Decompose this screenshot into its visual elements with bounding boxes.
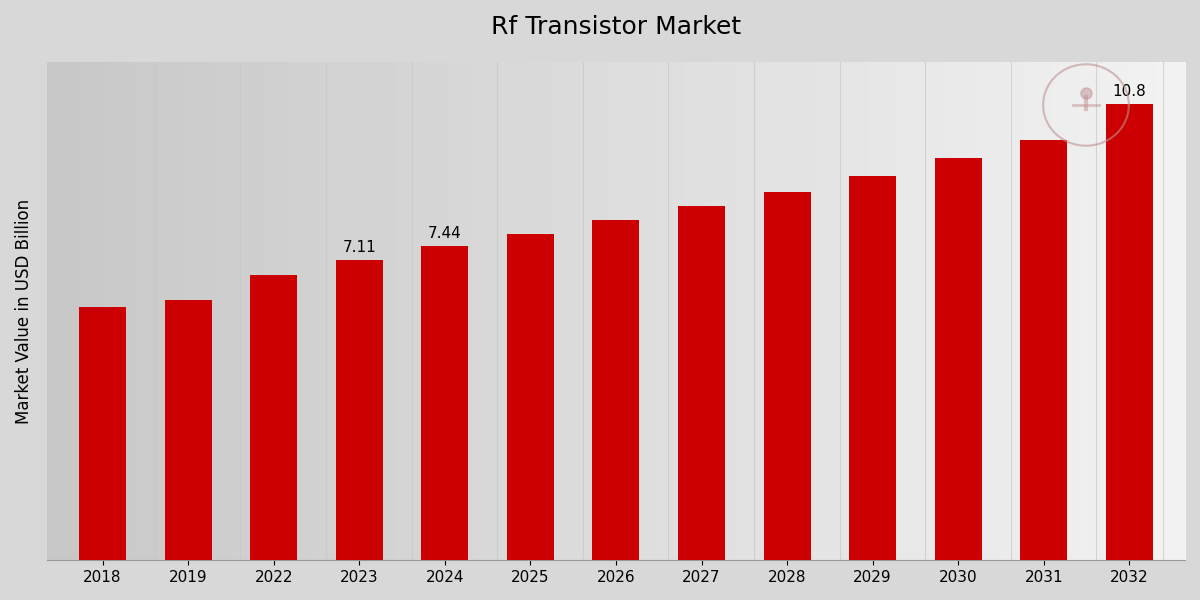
Bar [250,275,298,560]
Text: 10.8: 10.8 [1112,84,1146,99]
Bar [421,246,468,560]
Bar [850,176,896,560]
Bar [678,206,725,560]
Bar [336,260,383,560]
Bar [1020,140,1067,560]
Title: Rf Transistor Market: Rf Transistor Market [491,15,742,39]
Bar [763,192,811,560]
Bar [506,234,554,560]
Text: 7.44: 7.44 [428,226,462,241]
Bar [593,220,640,560]
Bar [1106,104,1153,560]
Text: 7.11: 7.11 [342,240,376,255]
Bar [164,301,211,560]
Y-axis label: Market Value in USD Billion: Market Value in USD Billion [14,199,34,424]
Bar [79,307,126,560]
Bar [935,158,982,560]
